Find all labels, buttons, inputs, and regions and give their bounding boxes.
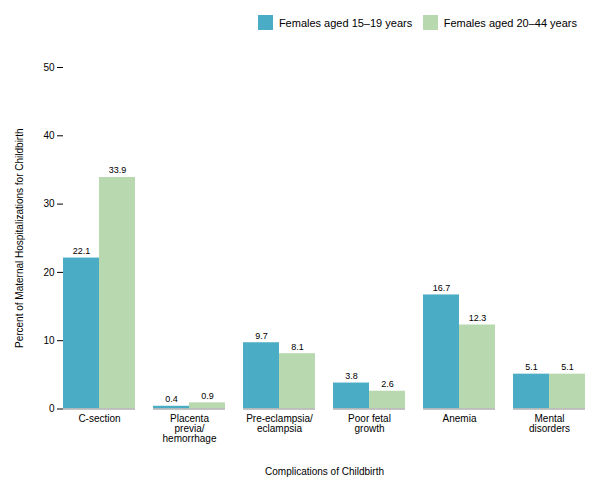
- svg-text:0.9: 0.9: [201, 390, 214, 400]
- svg-text:8.1: 8.1: [291, 341, 304, 351]
- svg-text:40: 40: [43, 130, 55, 141]
- svg-text:0.4: 0.4: [165, 394, 178, 404]
- svg-text:22.1: 22.1: [73, 246, 91, 256]
- svg-text:Percent of Maternal Hospitaliz: Percent of Maternal Hospitalizations for…: [14, 128, 25, 348]
- svg-text:9.7: 9.7: [255, 330, 268, 340]
- svg-text:3.8: 3.8: [345, 371, 358, 381]
- svg-text:10: 10: [43, 334, 55, 345]
- svg-text:Anemia: Anemia: [443, 413, 477, 424]
- svg-text:0: 0: [49, 403, 55, 414]
- svg-text:Mentaldisorders: Mentaldisorders: [529, 413, 570, 434]
- svg-text:5.1: 5.1: [561, 362, 574, 372]
- svg-text:16.7: 16.7: [433, 282, 451, 292]
- html-text:Females aged 20–44 years: Females aged 20–44 years: [443, 16, 577, 29]
- svg-text:2.6: 2.6: [381, 379, 394, 389]
- html-text:Females aged 15–19 years: Females aged 15–19 years: [278, 16, 413, 29]
- svg-text:30: 30: [43, 198, 55, 209]
- svg-text:Pre-eclampsia/eclampsia: Pre-eclampsia/eclampsia: [246, 413, 313, 434]
- svg-text:Poor fetalgrowth: Poor fetalgrowth: [348, 413, 391, 434]
- svg-text:C-section: C-section: [78, 413, 120, 424]
- svg-text:20: 20: [43, 266, 55, 277]
- svg-text:5.1: 5.1: [525, 362, 538, 372]
- svg-text:12.3: 12.3: [469, 312, 487, 322]
- svg-text:50: 50: [43, 61, 55, 72]
- svg-text:Complications of Childbirth: Complications of Childbirth: [265, 466, 384, 477]
- svg-text:Placentaprevia/hemorrhage: Placentaprevia/hemorrhage: [163, 413, 217, 444]
- svg-text:33.9: 33.9: [109, 165, 127, 175]
